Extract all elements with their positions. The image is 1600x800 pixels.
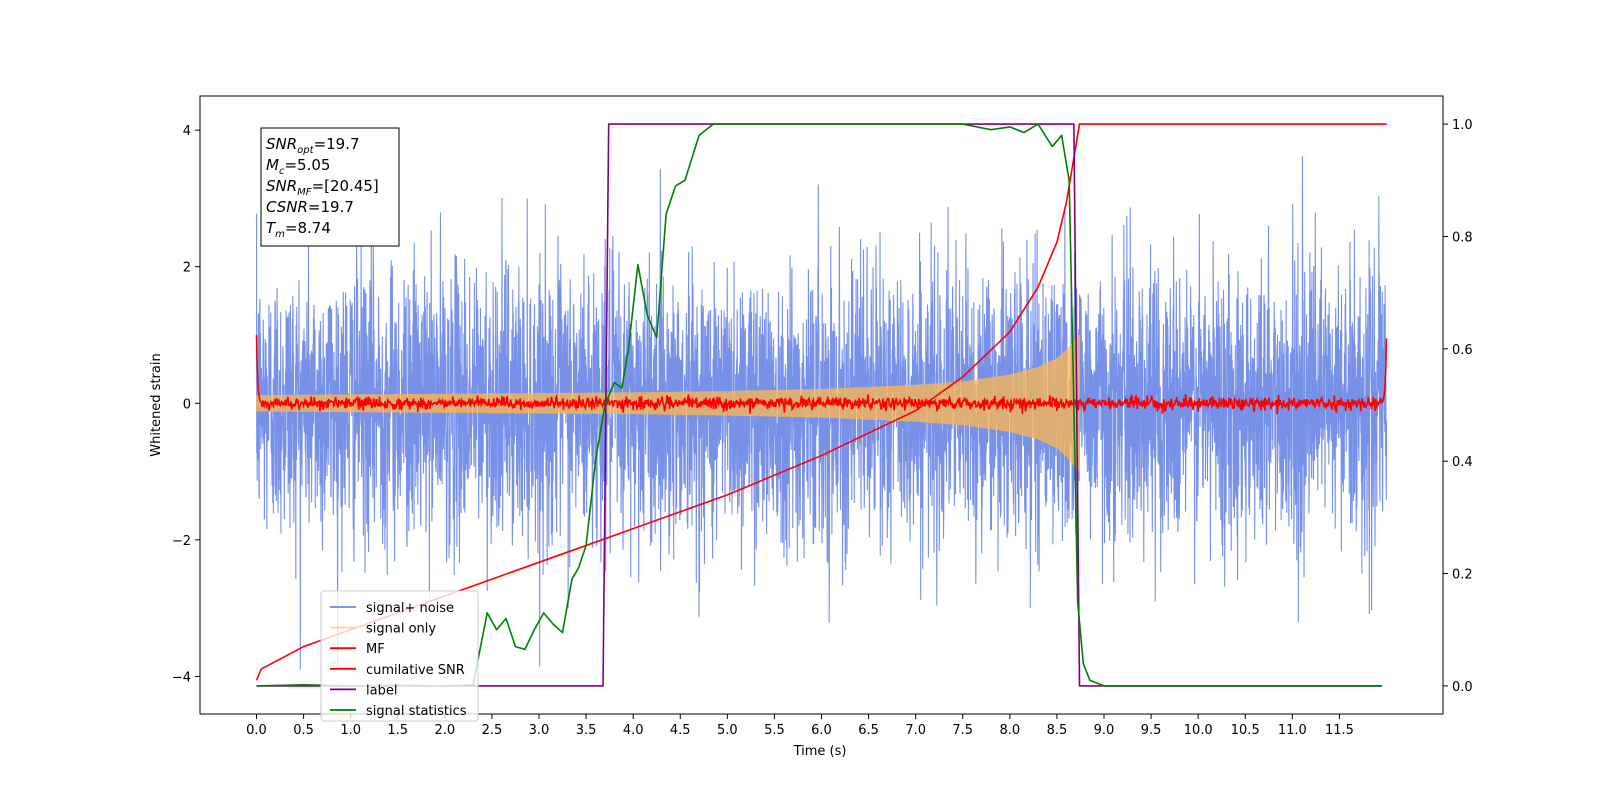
y2-tick-label: 0.0 (1452, 680, 1473, 695)
y2-tick-label: 0.4 (1452, 455, 1473, 470)
y-axis-left: 4 2 0 −2 −4 (172, 124, 200, 685)
legend-frame (320, 590, 479, 722)
x-tick-label: 11.5 (1325, 723, 1354, 738)
x-tick-label: 8.0 (999, 723, 1020, 738)
series-signal-statistics (256, 123, 1382, 687)
annotation-snr-opt: SNRopt=19.7 (266, 135, 360, 156)
x-tick-label: 3.0 (529, 723, 550, 738)
x-tick-label: 10.0 (1184, 723, 1213, 738)
y-tick-label: 4 (183, 124, 191, 139)
x-tick-label: 5.0 (717, 723, 738, 738)
y-tick-label: −4 (172, 670, 191, 685)
x-tick-label: 2.5 (482, 723, 503, 738)
legend-label: signal+ noise (366, 601, 454, 616)
y2-tick-label: 0.6 (1452, 343, 1473, 358)
legend-label: label (366, 683, 397, 698)
x-tick-label: 9.0 (1094, 723, 1115, 738)
series-mf (255, 334, 1388, 415)
y2-tick-label: 0.2 (1452, 568, 1473, 583)
x-tick-label: 7.5 (952, 723, 973, 738)
x-tick-label: 9.5 (1141, 723, 1162, 738)
legend: signal+ noise signal only MF cumilative SNR… (320, 590, 479, 722)
annotation-tm: Tm=8.74 (266, 219, 331, 240)
legend-label: signal only (366, 622, 436, 637)
y-tick-label: 0 (183, 397, 191, 412)
annotation-csnr: CSNR=19.7 (266, 198, 354, 216)
legend-label: MF (366, 642, 385, 657)
annotation-mc: Mc=5.05 (266, 156, 330, 177)
x-tick-label: 11.0 (1278, 723, 1307, 738)
y2-tick-label: 0.8 (1452, 230, 1473, 245)
x-tick-label: 8.5 (1047, 723, 1068, 738)
x-tick-label: 2.0 (434, 723, 455, 738)
x-tick-label: 4.5 (670, 723, 691, 738)
x-tick-label: 7.0 (905, 723, 926, 738)
annotation-frame (260, 127, 400, 247)
x-tick-label: 5.5 (764, 723, 785, 738)
x-tick-label: 0.0 (246, 723, 267, 738)
x-axis-label: Time (s) (793, 744, 847, 759)
x-tick-label: 1.0 (340, 723, 361, 738)
y-axis-right: 1.0 0.8 0.6 0.4 0.2 0.0 (1443, 118, 1473, 695)
legend-label: signal statistics (366, 704, 467, 719)
x-tick-label: 6.5 (858, 723, 879, 738)
x-tick-label: 3.5 (576, 723, 597, 738)
annotation-snr-mf: SNRMF=[20.45] (266, 177, 379, 198)
y-tick-label: −2 (172, 534, 191, 549)
x-tick-label: 4.0 (623, 723, 644, 738)
y-tick-label: 2 (183, 261, 191, 276)
y-axis-label: Whitened strain (149, 353, 164, 456)
x-tick-label: 10.5 (1231, 723, 1260, 738)
x-axis: 0.0 0.5 1.0 1.5 2.0 2.5 3.0 3.5 4.0 4.5 5.0 5.5 6.0 6… (246, 714, 1354, 738)
x-tick-label: 0.5 (293, 723, 314, 738)
legend-label: cumilative SNR (366, 663, 465, 678)
y2-tick-label: 1.0 (1452, 118, 1473, 133)
x-tick-label: 1.5 (387, 723, 408, 738)
annotation-box: SNRopt=19.7 Mc=5.05 SNRMF=[20.45] CSNR=1… (260, 127, 400, 247)
x-tick-label: 6.0 (811, 723, 832, 738)
